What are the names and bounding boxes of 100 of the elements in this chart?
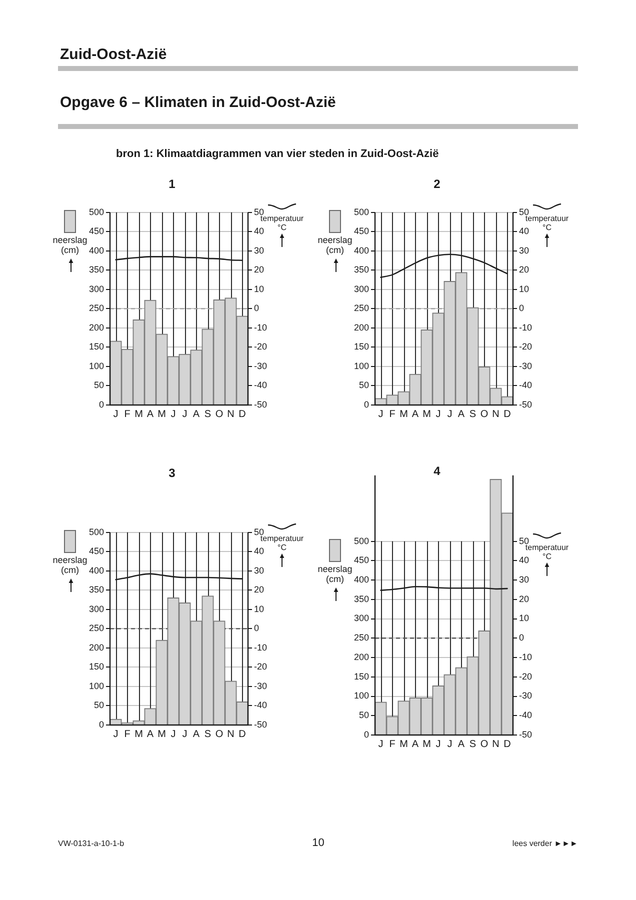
x-tick-label: J [447,408,452,420]
x-tick-label: A [458,738,465,750]
x-tick-label: A [192,408,200,420]
y-tick-label: 150 [88,342,104,352]
y2-tick-label: 0 [254,303,260,314]
y-axis-title: neerslag (cm) [318,564,352,584]
x-tick-label: N [492,408,500,420]
x-tick-label: J [447,738,452,750]
y2-tick-label: 30 [519,574,530,584]
x-tick-label: J [113,728,118,740]
x-tick-label: J [170,408,176,420]
y2-tick-label: 10 [254,284,264,294]
y2-tick-label: 20 [519,594,530,604]
x-tick-label: A [146,728,154,740]
x-tick-label: O [480,738,488,750]
y2-tick-label: -30 [254,360,268,371]
y-tick-label: 50 [94,700,104,710]
x-tick-label: D [504,408,511,420]
y-axis-title: neerslag (cm) [318,235,352,255]
y-tick-label: 200 [88,642,104,652]
x-tick-label: M [422,408,431,420]
x-tick-label: A [458,408,465,420]
y-tick-label: 50 [94,380,104,390]
y2-tick-label: -10 [519,652,532,662]
x-tick-label: N [227,728,234,740]
y-tick-label: 450 [354,226,369,236]
x-tick-label: M [158,728,166,740]
x-tick-label: A [412,738,419,750]
x-tick-label: O [215,408,224,420]
y2-tick-label: 10 [519,613,530,624]
y-tick-label: 250 [354,632,369,643]
x-tick-label: J [378,408,384,420]
y-tick-label: 50 [358,380,369,390]
x-tick-label: N [492,738,500,750]
y2-tick-label: -50 [254,399,268,410]
y-tick-label: 400 [88,565,104,576]
x-tick-label: S [204,728,212,740]
x-tick-label: A [192,728,200,740]
y2-tick-label: 40 [254,226,264,236]
y-tick-label: 100 [354,690,369,701]
y-tick-label: 400 [354,245,369,256]
y-tick-label: 150 [354,671,369,682]
y2-tick-label: -40 [254,380,268,390]
x-tick-label: S [469,738,476,750]
y2-tick-label: -10 [254,322,268,332]
y-tick-label: 350 [354,594,369,604]
y-tick-label: 450 [88,226,104,236]
y-tick-label: 400 [88,245,104,256]
y-tick-label: 500 [88,526,104,537]
y-tick-label: 150 [354,342,369,352]
x-tick-label: N [227,408,234,420]
x-tick-label: S [204,408,212,420]
y2-tick-label: -50 [519,729,532,740]
x-tick-label: S [469,408,476,420]
chart-title: 4 [432,464,442,478]
y2-tick-label: 40 [519,555,530,566]
y2-tick-label: 50 [519,206,530,217]
x-tick-label: D [504,738,511,750]
y-tick-label: 150 [88,662,104,672]
y2-tick-label: 50 [254,526,264,537]
chart-title: 1 [168,177,176,191]
y2-tick-label: -20 [519,342,532,352]
y-tick-label: 350 [354,264,369,275]
y-tick-label: 450 [88,546,104,556]
y2-tick-label: -40 [254,700,268,710]
y2-tick-label: 50 [254,206,264,217]
y2-tick-label: -30 [519,690,532,701]
text: Zuid-Oost-Azië [60,46,167,63]
text: bron 1: Klimaatdiagrammen van vier steden in Zuid-Oost-Azië [116,148,439,161]
y2-tick-label: 0 [519,303,524,314]
text: lees verder ►►► [512,838,578,850]
x-tick-label: M [134,728,143,740]
y2-tick-label: 50 [519,536,530,546]
x-tick-label: J [182,728,188,740]
y-tick-label: 500 [88,206,104,217]
y2-tick-label: -30 [254,680,268,691]
y-axis-title: neerslag (cm) [52,555,88,575]
y2-tick-label: 0 [254,623,260,634]
y-tick-label: 100 [354,360,369,371]
y-tick-label: 100 [88,360,104,371]
x-tick-label: D [238,408,246,420]
y2-tick-label: -40 [519,710,532,720]
y2-tick-label: 20 [254,264,264,275]
x-tick-label: J [378,738,384,750]
x-tick-label: M [158,408,166,420]
y2-tick-label: 40 [254,546,264,556]
y2-tick-label: 20 [254,584,264,595]
y2-tick-label: -20 [254,662,268,672]
y-tick-label: 250 [88,303,104,314]
x-tick-label: M [400,738,408,750]
x-tick-label: A [146,408,154,420]
chart-title: 3 [168,466,176,480]
x-tick-label: F [389,408,396,420]
chart-title: 2 [432,177,442,191]
y-tick-label: 300 [88,604,104,614]
y2-tick-label: 10 [254,604,264,614]
y2-tick-label: -10 [519,322,532,332]
y-tick-label: 250 [88,623,104,634]
y-tick-label: 200 [354,652,369,662]
text: Opgave 6 – Klimaten in Zuid-Oost-Azië [60,94,336,111]
